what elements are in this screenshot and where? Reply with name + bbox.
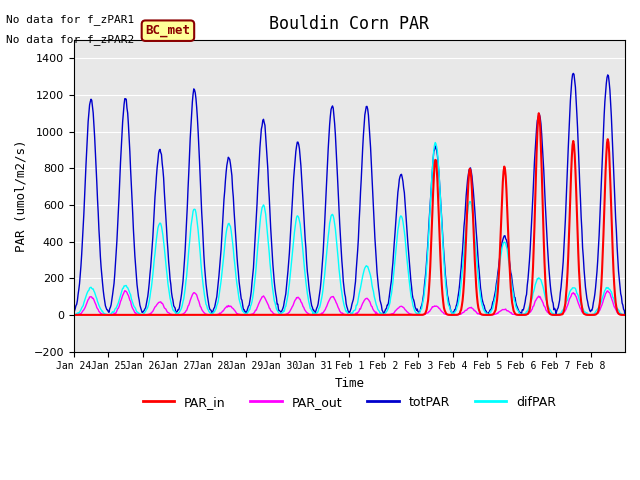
PAR_in [284,312,292,318]
totPAR [284,268,292,274]
Legend: PAR_in, PAR_out, totPAR, difPAR: PAR_in, PAR_out, totPAR, difPAR [138,391,561,414]
totPAR [621,312,629,318]
PAR_in [236,312,244,318]
totPAR [406,270,414,276]
Line: totPAR: totPAR [74,73,625,315]
difPAR [134,311,142,316]
PAR_out [285,310,292,315]
difPAR [284,292,292,298]
PAR_out [407,311,415,317]
totPAR [70,309,77,314]
PAR_in [406,312,414,318]
totPAR [437,204,445,209]
Title: Bouldin Corn PAR: Bouldin Corn PAR [269,15,429,33]
totPAR [134,294,142,300]
PAR_in [437,268,445,274]
difPAR [431,140,439,145]
PAR_out [237,312,244,317]
PAR_out [621,312,629,318]
Line: PAR_out: PAR_out [74,291,625,315]
PAR_out [135,312,143,318]
PAR_out [121,288,129,294]
PAR_in [134,312,142,318]
PAR_in [70,312,77,318]
PAR_out [70,312,77,318]
difPAR [236,299,244,305]
PAR_in [263,312,271,318]
difPAR [407,292,415,298]
Text: BC_met: BC_met [145,24,191,37]
Line: difPAR: difPAR [74,143,625,315]
PAR_out [264,301,271,307]
totPAR [570,71,577,76]
Y-axis label: PAR (umol/m2/s): PAR (umol/m2/s) [15,140,28,252]
difPAR [70,312,77,318]
totPAR [263,154,271,159]
Text: No data for f_zPAR2: No data for f_zPAR2 [6,34,134,45]
difPAR [438,234,446,240]
difPAR [263,227,271,232]
totPAR [236,285,244,290]
PAR_in [535,110,543,116]
difPAR [345,312,353,318]
PAR_in [621,312,629,318]
difPAR [621,312,629,318]
PAR_out [438,309,445,314]
X-axis label: Time: Time [334,377,364,390]
Text: No data for f_zPAR1: No data for f_zPAR1 [6,14,134,25]
Line: PAR_in: PAR_in [74,113,625,315]
